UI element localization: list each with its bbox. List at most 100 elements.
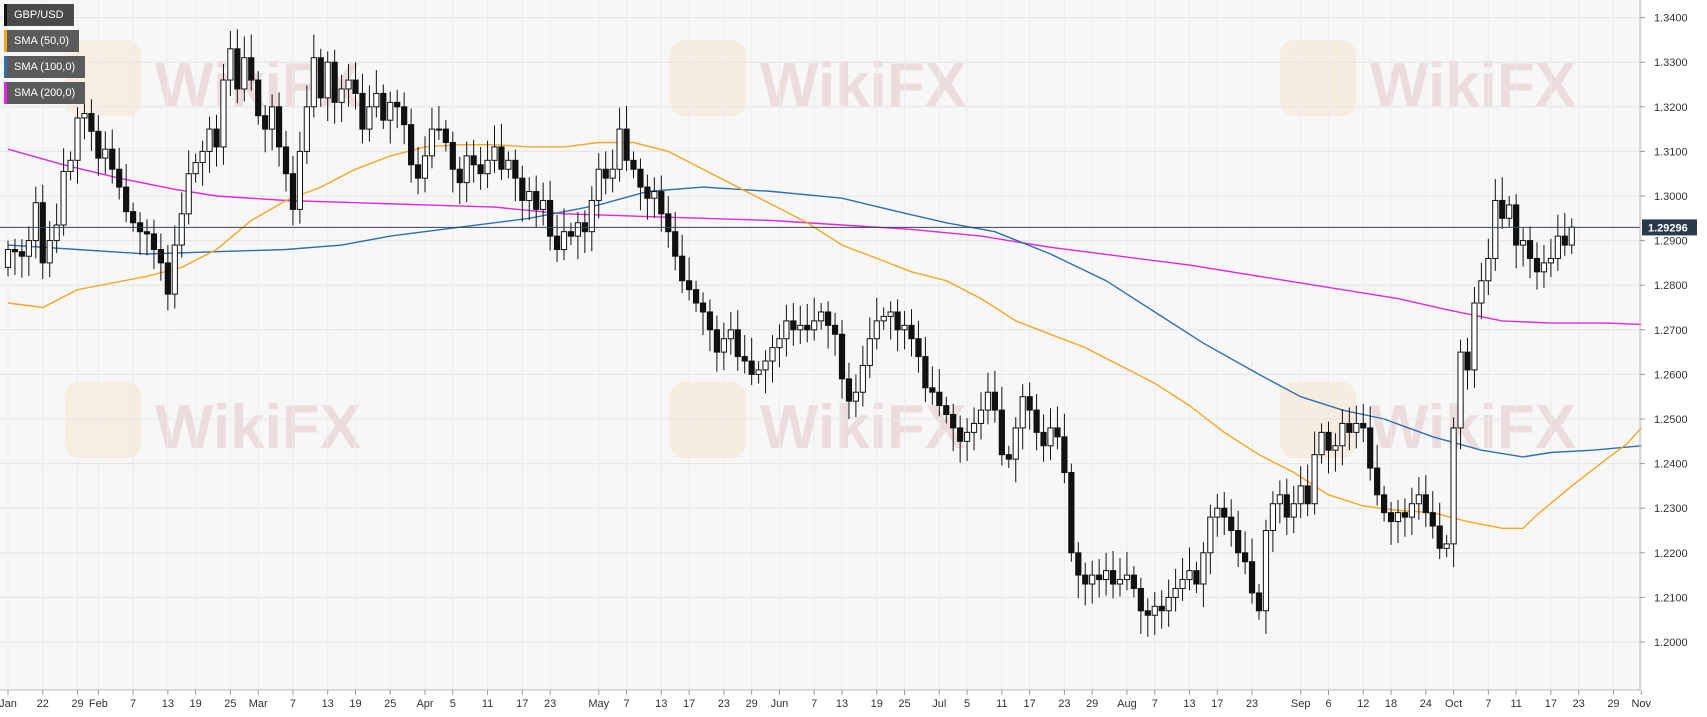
candle — [1415, 476, 1422, 520]
candle — [804, 303, 811, 343]
candle — [1478, 262, 1485, 320]
candle — [95, 115, 102, 176]
candle-body — [1360, 422, 1367, 429]
candle — [713, 315, 720, 372]
candle-body — [783, 320, 790, 340]
candle — [762, 350, 769, 394]
candle — [706, 299, 714, 352]
candle — [692, 280, 700, 312]
candle-body — [109, 148, 116, 170]
legend-item-sma100[interactable]: SMA (100,0) — [4, 56, 86, 78]
candle-body — [720, 338, 727, 353]
candle-body — [602, 168, 609, 179]
candle-body — [1019, 396, 1026, 429]
candle — [1381, 485, 1388, 522]
candle — [262, 105, 269, 153]
candle — [1283, 478, 1290, 535]
candle — [540, 182, 547, 226]
candle-body — [929, 387, 936, 393]
candle-body — [1242, 552, 1249, 563]
watermark-text: WikiFX — [1370, 51, 1576, 120]
legend-item-gbpusd[interactable]: GBP/USD — [4, 4, 74, 26]
candle-body — [1325, 431, 1332, 451]
candle — [1033, 394, 1040, 451]
legend-item-sma200[interactable]: SMA (200,0) — [4, 82, 86, 104]
candle-body — [220, 79, 227, 148]
candle — [1047, 408, 1054, 461]
candle — [720, 322, 727, 370]
candle-body — [1408, 503, 1416, 518]
candle — [1408, 487, 1416, 535]
candle-body — [262, 115, 269, 130]
candle-body — [922, 356, 929, 389]
candle-body — [859, 364, 866, 393]
candle — [957, 415, 964, 463]
candle-body — [380, 92, 387, 121]
candle — [1401, 498, 1409, 537]
candle-body — [331, 61, 338, 103]
candle — [1499, 177, 1506, 230]
candle-body — [1374, 467, 1381, 496]
candle — [1276, 480, 1283, 524]
candle — [783, 304, 790, 357]
legend-label: GBP/USD — [14, 9, 64, 21]
candle-body — [908, 324, 915, 340]
candle — [859, 345, 866, 407]
candle-body — [352, 79, 359, 94]
x-tick-label: Apr — [416, 698, 433, 710]
candle-body — [88, 112, 95, 132]
candle-body — [150, 233, 158, 251]
candle — [1346, 407, 1353, 451]
candle — [616, 107, 623, 182]
candle — [435, 105, 442, 140]
candle-body — [414, 164, 422, 179]
x-tick-label: 12 — [1357, 698, 1369, 710]
watermark-logo — [670, 382, 746, 458]
y-tick-label: 1.3400 — [1654, 13, 1688, 25]
candle — [401, 92, 408, 145]
y-tick-label: 1.2200 — [1654, 548, 1688, 560]
candle-body — [366, 106, 373, 130]
watermark-logo — [65, 382, 141, 458]
candle-body — [1026, 396, 1033, 411]
candle-body — [81, 112, 88, 119]
candle-body — [526, 191, 533, 201]
x-tick-label: 17 — [1211, 698, 1223, 710]
candle — [25, 226, 32, 276]
candle — [1144, 598, 1151, 637]
candle — [727, 311, 734, 355]
legend-item-sma50[interactable]: SMA (50,0) — [4, 30, 80, 52]
candle-body — [1235, 530, 1242, 554]
candle-body — [1436, 525, 1443, 549]
candle-body — [470, 155, 477, 166]
x-tick-label: 13 — [162, 698, 174, 710]
candle-body — [609, 168, 616, 179]
candle — [984, 372, 992, 425]
candle — [665, 196, 672, 248]
candle — [609, 149, 616, 193]
candle — [797, 305, 804, 345]
x-tick-label: 29 — [746, 698, 758, 710]
candle-body — [401, 106, 408, 126]
candle-body — [1568, 226, 1575, 246]
x-tick-label: Nov — [1631, 698, 1651, 710]
price-line: 1.29296 — [0, 219, 1697, 236]
candle-body — [713, 329, 720, 353]
candle — [908, 309, 915, 357]
candle-body — [408, 124, 415, 166]
candle-body — [1262, 530, 1270, 612]
candle — [359, 73, 366, 144]
candle — [296, 131, 303, 224]
candle-body — [32, 202, 39, 242]
candle — [303, 85, 310, 164]
candle — [588, 186, 595, 252]
candle-body — [269, 106, 276, 130]
candle-body — [1207, 516, 1214, 554]
candle-body — [1248, 561, 1256, 594]
candle-body — [192, 162, 199, 175]
x-tick-label: 18 — [1385, 698, 1397, 710]
candle-body — [1221, 507, 1228, 518]
candle — [1436, 502, 1443, 560]
